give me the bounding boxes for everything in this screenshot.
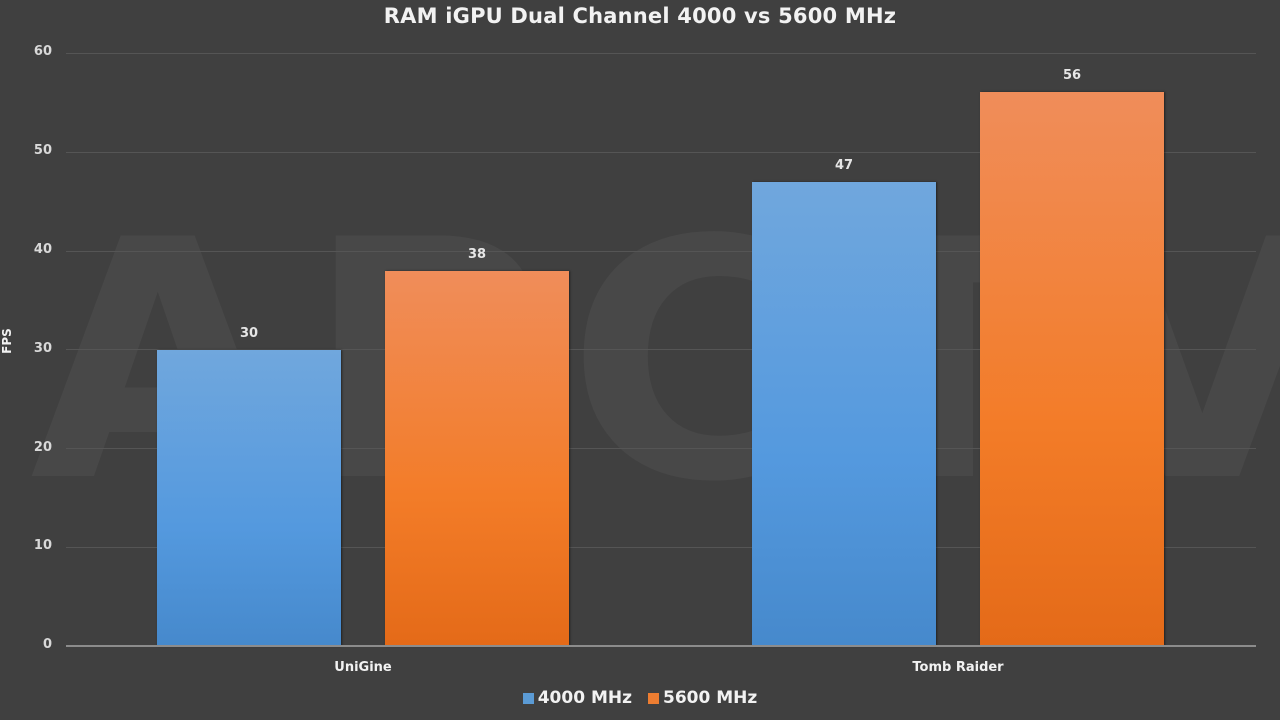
data-label-tombraider-4000: 47 bbox=[834, 158, 854, 173]
plot-area bbox=[66, 53, 1256, 646]
x-label-tombraider: Tomb Raider bbox=[912, 660, 1004, 675]
y-tick-20: 20 bbox=[33, 440, 52, 455]
legend-swatch-orange-icon bbox=[648, 692, 659, 704]
y-tick-50: 50 bbox=[33, 143, 52, 158]
gridline-60 bbox=[66, 53, 1256, 54]
gridline-10 bbox=[66, 547, 1256, 548]
y-tick-0: 0 bbox=[42, 637, 52, 652]
y-tick-30: 30 bbox=[33, 341, 52, 356]
data-label-unigine-4000: 30 bbox=[239, 326, 259, 341]
legend-label-5600: 5600 MHz bbox=[663, 688, 758, 708]
legend: 4000 MHz 5600 MHz bbox=[0, 688, 1280, 708]
legend-label-4000: 4000 MHz bbox=[537, 688, 632, 708]
data-label-unigine-5600: 38 bbox=[467, 247, 487, 262]
data-label-tombraider-5600: 56 bbox=[1062, 68, 1082, 83]
y-tick-40: 40 bbox=[33, 242, 52, 257]
gridline-40 bbox=[66, 251, 1256, 252]
bar-tombraider-5600 bbox=[980, 92, 1164, 646]
gridline-20 bbox=[66, 448, 1256, 449]
legend-item-5600[interactable]: 5600 MHz bbox=[648, 688, 757, 708]
chart-title: RAM iGPU Dual Channel 4000 vs 5600 MHz bbox=[383, 4, 897, 28]
legend-swatch-blue-icon bbox=[522, 692, 534, 704]
legend-item-4000[interactable]: 4000 MHz bbox=[522, 688, 632, 708]
y-tick-10: 10 bbox=[33, 538, 52, 553]
gridline-50 bbox=[66, 152, 1256, 153]
x-label-unigine: UniGine bbox=[334, 660, 392, 675]
bar-unigine-4000 bbox=[157, 350, 341, 646]
bar-tombraider-4000 bbox=[752, 182, 936, 646]
x-axis-line bbox=[66, 645, 1256, 647]
gridline-30 bbox=[66, 349, 1256, 350]
bar-unigine-5600 bbox=[385, 271, 569, 646]
y-tick-60: 60 bbox=[33, 44, 52, 59]
